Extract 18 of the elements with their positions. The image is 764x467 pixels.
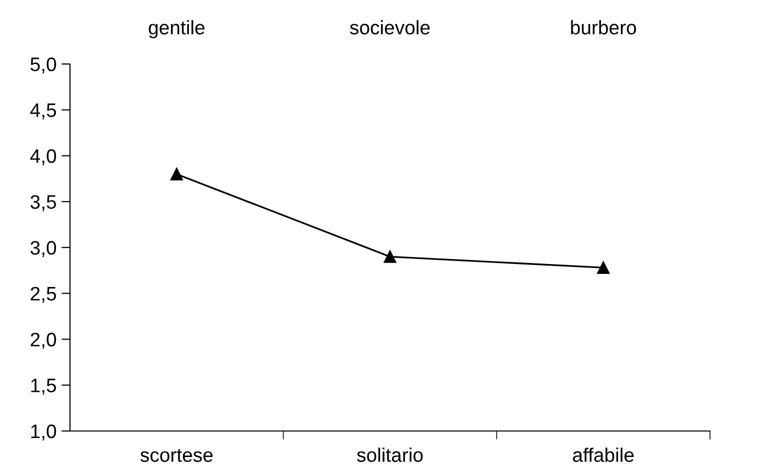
point bbox=[597, 261, 610, 274]
point bbox=[384, 250, 396, 263]
y-tick-label: 2,5 bbox=[30, 286, 56, 303]
y-tick-label: 5,0 bbox=[30, 57, 56, 74]
text: socievole bbox=[350, 20, 430, 34]
text: burbero bbox=[571, 20, 636, 34]
point bbox=[170, 168, 183, 180]
y-tick-label: 3,5 bbox=[30, 195, 56, 212]
y-tick-label: 4,5 bbox=[30, 104, 56, 120]
y-tick-label: 3,0 bbox=[30, 240, 56, 258]
y-tick-label: 1,5 bbox=[31, 378, 56, 395]
x-tick-label: affabile bbox=[572, 448, 634, 462]
x-tick-label: solitario bbox=[357, 448, 423, 462]
y-tick-label: 1,0 bbox=[31, 424, 56, 441]
text: gentile bbox=[148, 20, 204, 38]
y-tick-label: 2,0 bbox=[30, 332, 56, 349]
x-tick-label: scortese bbox=[140, 449, 213, 462]
y-tick-label: 4,0 bbox=[30, 149, 56, 166]
